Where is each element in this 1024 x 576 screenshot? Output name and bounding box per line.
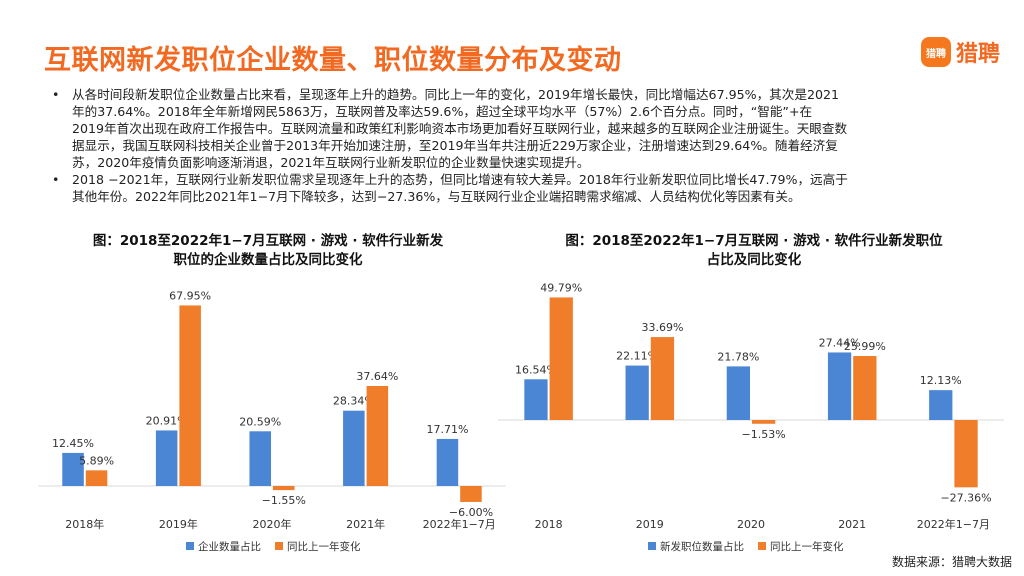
chart-title-line: 占比及同比变化 bbox=[706, 252, 802, 268]
legend-swatch bbox=[275, 542, 283, 550]
legend-swatch bbox=[758, 542, 766, 550]
brand: 猎聘 猎聘 bbox=[920, 36, 1000, 68]
chart-title-line: 图：2018至2022年1−7月互联网 · 游戏 · 软件行业新发职位 bbox=[565, 233, 943, 249]
data-label: 25.99% bbox=[844, 340, 886, 353]
brand-name: 猎聘 bbox=[955, 42, 1000, 67]
data-label: 20.59% bbox=[239, 415, 281, 428]
bullet-line: 从各时间段新发职位企业数量占比来看，呈现逐年上升的趋势。同比上一年的变化，201… bbox=[72, 87, 839, 102]
bullet-line: 据显示，我国互联网科技相关企业曾于2013年开始加速注册，至2019年当年共注册… bbox=[72, 138, 838, 153]
data-label: 49.79% bbox=[540, 281, 582, 294]
x-tick-label: 2019年 bbox=[159, 517, 198, 531]
x-tick-label: 2020年 bbox=[253, 517, 292, 531]
bar-yoy bbox=[650, 337, 675, 420]
bullet-line: 苏，2020年疫情负面影响逐渐消退，2021年互联网行业新发职位的企业数量快速实… bbox=[72, 155, 590, 170]
bar-share bbox=[625, 365, 649, 420]
legend-label: 企业数量占比 bbox=[198, 540, 261, 553]
data-label: 5.89% bbox=[79, 454, 114, 467]
legend-label: 同比上一年变化 bbox=[770, 540, 844, 553]
bar-share bbox=[827, 352, 852, 420]
data-label: −27.36% bbox=[940, 491, 991, 504]
data-label: −1.55% bbox=[262, 494, 306, 507]
bullet-line: 其他年份。2022年同比2021年1−7月下降较多，达到−27.36%，与互联网… bbox=[72, 189, 801, 204]
summary-bullets: • 从各时间段新发职位企业数量占比来看，呈现逐年上升的趋势。同比上一年的变化，2… bbox=[52, 86, 1012, 205]
page-title: 互联网新发职位企业数量、职位数量分布及变动 bbox=[44, 45, 622, 76]
data-label: 21.78% bbox=[717, 350, 759, 363]
data-label: −6.00% bbox=[449, 506, 493, 519]
data-label: 17.71% bbox=[426, 423, 468, 436]
chart-title-left: 图：2018至2022年1−7月互联网 · 游戏 · 软件行业新发 职位的企业数… bbox=[28, 232, 508, 270]
data-label: 67.95% bbox=[169, 289, 211, 302]
bullet-line: 年的37.64%。2018年全年新增网民5863万，互联网普及率达59.6%，超… bbox=[72, 104, 813, 119]
bar-share bbox=[249, 431, 271, 486]
x-tick-label: 2019 bbox=[636, 518, 664, 531]
bar-yoy bbox=[85, 470, 108, 486]
data-label: 12.13% bbox=[920, 374, 962, 387]
data-label: 16.54% bbox=[515, 363, 557, 376]
data-label: 20.91% bbox=[146, 414, 188, 427]
legend-swatch bbox=[186, 542, 194, 550]
x-tick-label: 2022年1−7月 bbox=[917, 517, 990, 531]
bar-yoy bbox=[853, 356, 877, 420]
bullet-mark: • bbox=[52, 172, 60, 187]
bullet-line: 2019年首次出现在政府工作报告中。互联网流量和政策红利影响资本市场更加看好互联… bbox=[72, 121, 848, 136]
bullet-mark: • bbox=[52, 87, 60, 102]
data-label: 33.69% bbox=[641, 321, 683, 334]
data-label: 27.44% bbox=[819, 336, 861, 349]
legend-label: 新发职位数量占比 bbox=[660, 540, 744, 553]
legend-label: 同比上一年变化 bbox=[287, 540, 361, 553]
bar-yoy bbox=[549, 297, 573, 420]
x-tick-label: 2018年 bbox=[65, 517, 104, 531]
brand-logo-icon: 猎聘 bbox=[920, 37, 951, 67]
data-label: 28.34% bbox=[333, 395, 375, 408]
bullet-item: • 2018 −2021年，互联网行业新发职位需求呈现逐年上升的态势，但同比增速… bbox=[52, 171, 1012, 205]
bar-yoy bbox=[460, 486, 482, 502]
x-tick-label: 2021年 bbox=[346, 517, 385, 531]
data-label: −1.53% bbox=[742, 428, 786, 441]
data-label: 37.64% bbox=[356, 370, 398, 383]
bar-share bbox=[929, 390, 953, 420]
bar-yoy bbox=[954, 420, 978, 488]
bar-share bbox=[524, 379, 548, 420]
data-label: 22.11% bbox=[616, 350, 658, 363]
chart-title-line: 职位的企业数量占比及同比变化 bbox=[173, 252, 363, 268]
bar-yoy bbox=[273, 486, 295, 491]
x-tick-label: 2020 bbox=[737, 518, 765, 531]
bar-yoy bbox=[752, 420, 776, 424]
bar-share bbox=[343, 410, 365, 486]
data-source: 数据来源：猎聘大数据 bbox=[891, 555, 1012, 569]
x-tick-label: 2018 bbox=[535, 518, 563, 531]
bullet-item: • 从各时间段新发职位企业数量占比来看，呈现逐年上升的趋势。同比上一年的变化，2… bbox=[52, 86, 1012, 171]
bar-share bbox=[155, 430, 178, 486]
legend-swatch bbox=[648, 542, 656, 550]
bar-yoy bbox=[179, 305, 201, 486]
chart-title-right: 图：2018至2022年1−7月互联网 · 游戏 · 软件行业新发职位 占比及同… bbox=[514, 232, 994, 270]
bar-share bbox=[726, 366, 750, 420]
x-tick-label: 2022年1−7月 bbox=[423, 517, 496, 531]
chart-title-line: 图：2018至2022年1−7月互联网 · 游戏 · 软件行业新发 bbox=[92, 233, 444, 249]
bar-yoy bbox=[366, 385, 389, 486]
data-label: 12.45% bbox=[52, 437, 94, 450]
bullet-line: 2018 −2021年，互联网行业新发职位需求呈现逐年上升的态势，但同比增速有较… bbox=[72, 172, 848, 187]
bar-share bbox=[62, 452, 84, 486]
bar-share bbox=[436, 438, 459, 486]
x-tick-label: 2021 bbox=[838, 518, 866, 531]
